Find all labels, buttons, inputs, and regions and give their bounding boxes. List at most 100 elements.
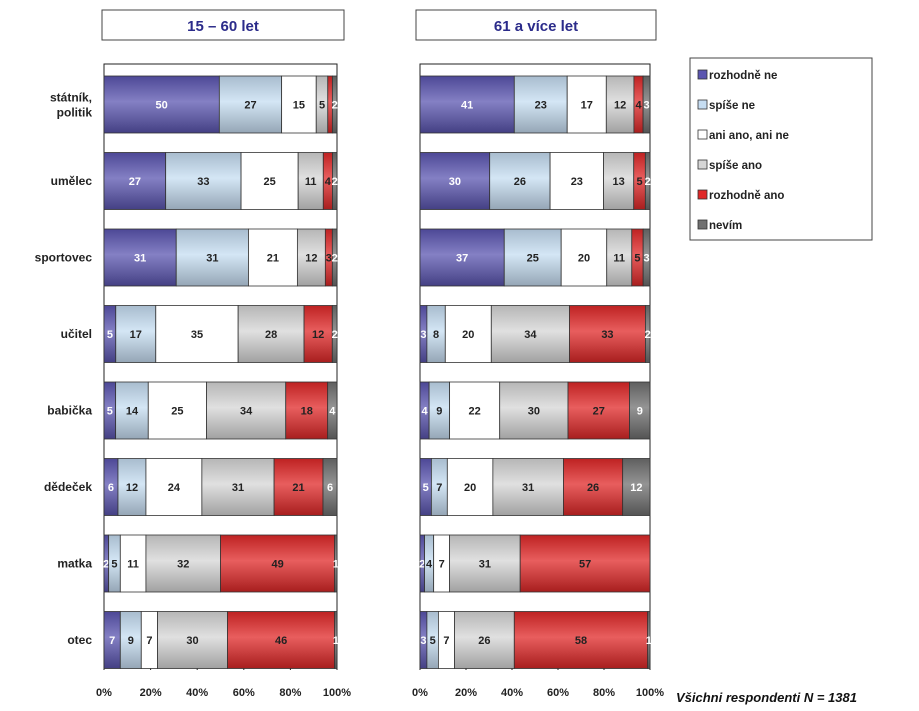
bar-segment-sp-e-ano <box>605 75 635 134</box>
bar-segment-sp-e-ano <box>206 381 287 440</box>
data-label: 6 <box>108 482 114 494</box>
bar-segment-nev-m <box>647 611 651 669</box>
bar-segment-ani-ano-ani-ne <box>248 228 298 287</box>
bar-segment-sp-e-ano <box>492 458 564 516</box>
data-label: 2 <box>332 176 338 188</box>
bar-segment-ani-ano-ani-ne <box>145 458 203 516</box>
bar-segment-nev-m <box>332 152 338 210</box>
x-tick-label: 40% <box>501 687 523 699</box>
data-label: 4 <box>426 559 433 571</box>
x-tick-label: 20% <box>140 687 162 699</box>
data-label: 12 <box>630 482 642 494</box>
category-label: matka <box>57 557 92 571</box>
data-label: 5 <box>636 176 642 188</box>
bar-segment-nev-m <box>642 228 651 287</box>
panel-title: 15 – 60 let <box>187 18 259 35</box>
data-label: 5 <box>634 253 640 265</box>
data-label: 7 <box>443 635 449 647</box>
bar-segment-rozhodn-ne <box>419 75 515 134</box>
data-label: 15 <box>293 100 305 112</box>
bar-segment-rozhodn-ne <box>419 152 491 210</box>
bar-segment-sp-e-ano <box>237 305 305 363</box>
category-label: dědeček <box>44 480 92 494</box>
data-label: 5 <box>319 100 325 112</box>
x-tick-label: 100% <box>323 687 351 699</box>
data-label: 5 <box>111 559 117 571</box>
bar-segment-rozhodn-ano <box>569 305 646 363</box>
bar-segment-nev-m <box>622 458 651 516</box>
data-label: 11 <box>127 559 139 571</box>
data-label: 27 <box>593 406 605 418</box>
data-label: 2 <box>645 329 651 341</box>
data-label: 41 <box>461 100 473 112</box>
data-label: 25 <box>527 253 539 265</box>
bar-segment-ani-ano-ani-ne <box>444 305 492 363</box>
data-label: 20 <box>462 329 474 341</box>
bar-segment-nev-m <box>331 305 338 363</box>
bar-segment-nev-m <box>327 381 338 440</box>
data-label: 27 <box>244 100 256 112</box>
bar-segment-ani-ano-ani-ne <box>281 75 317 134</box>
data-label: 23 <box>571 176 583 188</box>
data-label: 7 <box>439 559 445 571</box>
panel-title-box <box>101 9 345 41</box>
data-label: 5 <box>430 635 436 647</box>
bar-segment-ani-ano-ani-ne <box>446 458 494 516</box>
data-label: 23 <box>535 100 547 112</box>
data-label: 4 <box>325 176 332 188</box>
data-label: 20 <box>464 482 476 494</box>
data-label: 13 <box>613 176 625 188</box>
legend-swatch <box>697 129 708 140</box>
bar-segment-ani-ano-ani-ne <box>549 152 604 210</box>
data-label: 3 <box>420 635 426 647</box>
bar-segment-rozhodn-ano <box>285 381 329 440</box>
data-label: 34 <box>240 406 253 418</box>
category-label: otec <box>67 633 92 647</box>
bar-segment-nev-m <box>645 305 651 363</box>
data-label: 26 <box>587 482 599 494</box>
bar-segment-sp-e-ano <box>606 228 633 287</box>
legend-entry: rozhodně ne <box>709 70 777 82</box>
bar-segment-nev-m <box>629 381 651 440</box>
bar-segment-rozhodn-ano <box>227 611 336 669</box>
data-label: 2 <box>332 329 338 341</box>
data-label: 12 <box>305 253 317 265</box>
bar-segment-rozhodn-ano <box>513 611 649 669</box>
x-tick-label: 80% <box>279 687 301 699</box>
data-label: 5 <box>107 406 113 418</box>
category-label: umělec <box>51 174 93 188</box>
data-label: 1 <box>333 559 339 571</box>
data-label: 31 <box>232 482 244 494</box>
data-label: 24 <box>168 482 181 494</box>
bar-segment-sp-e-ano <box>454 611 515 669</box>
data-label: 9 <box>128 635 134 647</box>
data-label: 2 <box>419 559 425 571</box>
data-label: 2 <box>103 559 109 571</box>
category-label: sportovec <box>35 251 93 265</box>
data-label: 26 <box>478 635 490 647</box>
x-tick-label: 0% <box>96 687 112 699</box>
legend: rozhodně ne spíše ne ani ano, ani ne spíše … <box>689 57 873 241</box>
bar-segment-nev-m <box>331 228 338 287</box>
data-label: 18 <box>301 406 313 418</box>
bar-segment-sp-e-ano <box>490 305 570 363</box>
data-label: 8 <box>433 329 439 341</box>
data-label: 27 <box>129 176 141 188</box>
data-label: 7 <box>109 635 115 647</box>
bar-segment-sp-e-ano <box>297 152 324 210</box>
legend-swatch <box>697 189 708 200</box>
panel-title-box <box>415 9 657 41</box>
data-label: 50 <box>156 100 168 112</box>
data-label: 1 <box>333 635 339 647</box>
panel-title: 61 a více let <box>494 18 578 35</box>
data-label: 26 <box>514 176 526 188</box>
data-label: 37 <box>456 253 468 265</box>
data-label: 2 <box>645 176 651 188</box>
x-tick-label: 0% <box>412 687 428 699</box>
data-label: 9 <box>436 406 442 418</box>
data-label: 31 <box>522 482 534 494</box>
x-tick-label: 80% <box>593 687 615 699</box>
